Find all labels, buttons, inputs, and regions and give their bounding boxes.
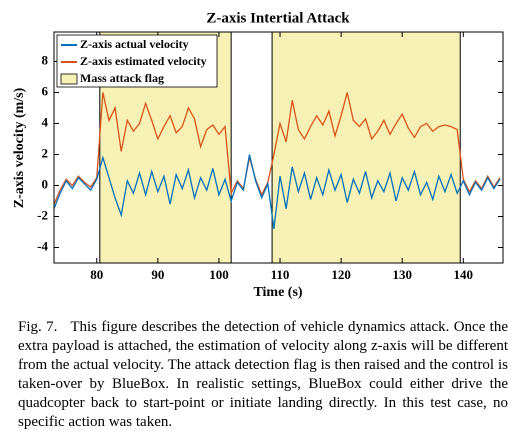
x-tick-label: 80 <box>90 267 103 282</box>
y-tick-label: -2 <box>37 207 48 222</box>
x-tick-label: 140 <box>454 267 474 282</box>
flag-region <box>271 31 461 264</box>
y-tick-label: -4 <box>37 238 48 253</box>
x-tick-label: 90 <box>151 267 164 282</box>
y-axis-label: Z-axis velocity (m/s) <box>12 87 27 208</box>
caption-text: This figure describes the detection of v… <box>18 319 509 430</box>
y-tick-label: 6 <box>42 83 49 98</box>
x-axis-label: Time (s) <box>253 285 302 300</box>
y-tick-label: 2 <box>42 145 49 160</box>
chart: Z-axis Intertial Attack Time (s) Z-axis … <box>12 10 504 300</box>
y-tick-label: 0 <box>42 176 49 191</box>
figure-caption: Fig. 7. This figure describes the detect… <box>18 318 508 432</box>
y-tick-label: 8 <box>42 52 49 67</box>
legend-swatch <box>60 73 78 85</box>
series-line <box>53 154 501 229</box>
caption-label: Fig. 7. <box>18 319 58 335</box>
y-tick-label: 4 <box>42 114 49 129</box>
chart-title: Z-axis Intertial Attack <box>206 10 350 26</box>
legend-label: Z-axis estimated velocity <box>80 54 207 68</box>
x-tick-label: 120 <box>331 267 351 282</box>
x-tick-label: 130 <box>392 267 412 282</box>
legend-box <box>56 34 218 88</box>
plot-frame <box>53 31 504 264</box>
x-tick-label: 110 <box>271 267 290 282</box>
x-tick-label: 100 <box>209 267 229 282</box>
legend-label: Z-axis actual velocity <box>80 37 189 51</box>
legend-label: Mass attack flag <box>80 71 164 85</box>
series-line <box>53 92 501 205</box>
